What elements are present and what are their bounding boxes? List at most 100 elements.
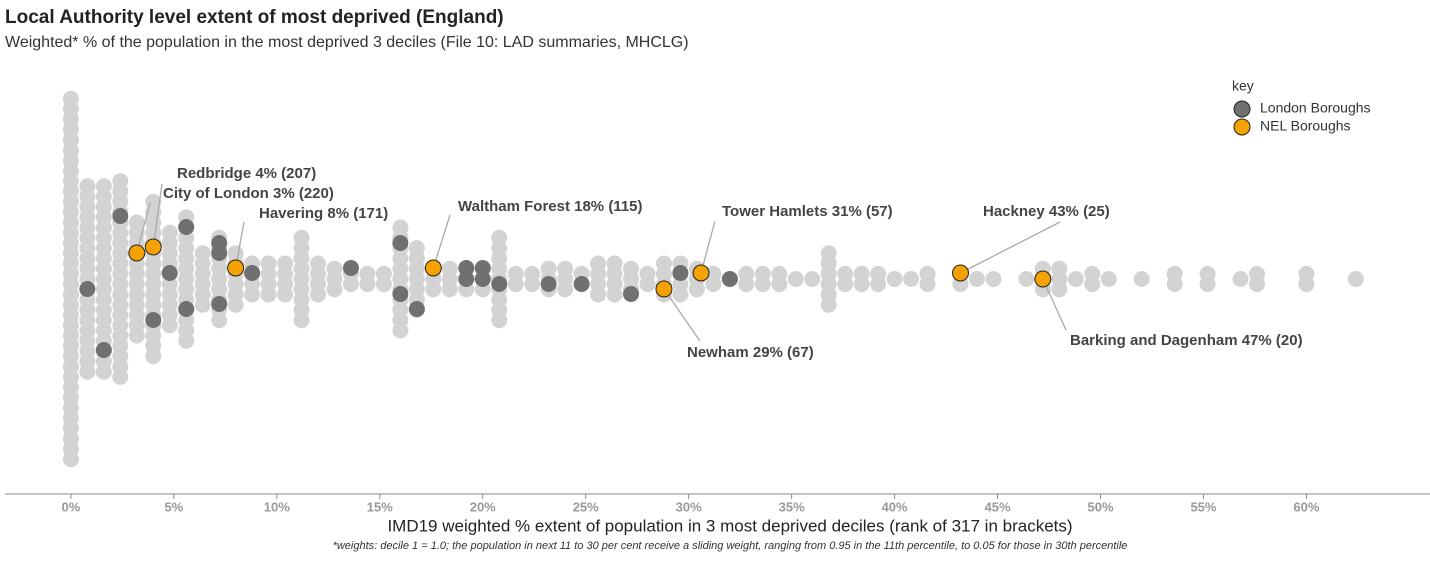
background-dot — [491, 312, 508, 329]
background-dot — [1018, 271, 1035, 287]
x-tick-label: 20% — [470, 499, 496, 514]
background-dot — [804, 271, 821, 287]
leader-line — [136, 202, 151, 254]
data-point — [491, 276, 508, 292]
data-point — [458, 271, 475, 287]
background-dot — [985, 271, 1002, 287]
data-point — [145, 312, 162, 328]
x-tick-label: 60% — [1293, 499, 1319, 514]
background-dot — [738, 276, 755, 293]
data-point — [692, 264, 710, 282]
footnote: *weights: decile 1 = 1.0; the population… — [333, 540, 1128, 552]
data-point — [951, 264, 969, 282]
leader-line — [960, 221, 1061, 274]
x-tick-label: 25% — [573, 499, 599, 514]
data-point — [1034, 270, 1052, 288]
data-point — [178, 219, 195, 235]
data-point — [424, 259, 442, 277]
background-dot — [870, 276, 887, 293]
annotation: Newham 29% (67) — [687, 344, 814, 361]
legend-title: key — [1232, 78, 1254, 94]
background-dot — [1100, 271, 1117, 287]
leader-line — [1042, 278, 1067, 331]
background-dot — [342, 276, 359, 293]
x-tick-label: 0% — [61, 499, 80, 514]
background-dot — [227, 296, 244, 313]
background-dot — [787, 271, 804, 287]
x-tick-label: 45% — [985, 499, 1011, 514]
background-dot — [606, 286, 623, 303]
data-point — [721, 271, 738, 287]
background-dot — [705, 276, 722, 293]
data-point — [672, 265, 689, 281]
data-point — [178, 301, 195, 317]
background-dot — [62, 451, 79, 468]
data-point — [458, 260, 475, 276]
chart-title: Local Authority level extent of most dep… — [5, 7, 504, 28]
annotation: Hackney 43% (25) — [983, 203, 1110, 220]
data-point — [211, 296, 228, 312]
data-point — [392, 286, 409, 302]
background-dot — [672, 286, 689, 303]
x-tick-label: 40% — [882, 499, 908, 514]
background-dot — [1249, 276, 1266, 293]
data-point — [112, 208, 129, 224]
background-dot — [211, 312, 228, 329]
background-dot — [293, 312, 310, 329]
chart-subtitle: Weighted* % of the population in the mos… — [5, 34, 689, 51]
background-dot — [161, 317, 178, 334]
leader-line — [152, 183, 163, 248]
background-dot — [771, 276, 788, 293]
background-dot — [903, 271, 920, 287]
background-dot — [194, 296, 211, 313]
leader-line — [700, 220, 716, 274]
legend-swatch — [1233, 100, 1251, 118]
x-tick-label: 10% — [264, 499, 290, 514]
x-tick-label: 50% — [1088, 499, 1114, 514]
data-point — [211, 245, 228, 261]
background-dot — [886, 271, 903, 287]
annotation: City of London 3% (220) — [163, 185, 334, 202]
data-point — [342, 260, 359, 276]
annotation: Redbridge 4% (207) — [177, 165, 316, 182]
data-point — [392, 235, 409, 251]
x-tick-label: 5% — [164, 499, 183, 514]
data-point — [573, 276, 590, 292]
background-dot — [95, 363, 112, 380]
background-dot — [145, 348, 162, 365]
legend-label: NEL Boroughs — [1260, 118, 1351, 134]
background-dot — [178, 332, 195, 349]
annotation: Tower Hamlets 31% (57) — [722, 203, 893, 220]
background-dot — [754, 276, 771, 293]
annotation: Waltham Forest 18% (115) — [458, 198, 643, 215]
background-dot — [112, 368, 129, 385]
background-dot — [1232, 271, 1249, 287]
background-dot — [590, 286, 607, 303]
background-dot — [79, 363, 96, 380]
x-tick-label: 30% — [676, 499, 702, 514]
data-point — [623, 286, 640, 302]
background-dot — [507, 276, 524, 293]
background-dot — [1084, 276, 1101, 293]
background-dot — [1067, 271, 1084, 287]
annotation: Havering 8% (171) — [259, 205, 388, 222]
data-point — [144, 238, 162, 256]
background-dot — [820, 296, 837, 313]
background-dot — [441, 281, 458, 298]
background-dot — [919, 276, 936, 293]
background-dot — [639, 276, 656, 293]
background-dot — [557, 281, 574, 298]
background-dot — [837, 276, 854, 293]
background-dot — [688, 281, 705, 298]
data-point — [161, 265, 178, 281]
background-dot — [277, 286, 294, 303]
data-point — [655, 280, 673, 298]
data-point — [474, 271, 491, 287]
background-dot — [853, 276, 870, 293]
background-dot — [968, 271, 985, 287]
background-dot — [359, 276, 376, 293]
background-dot — [1347, 271, 1364, 287]
background-dot — [244, 286, 261, 303]
data-point — [540, 276, 557, 292]
